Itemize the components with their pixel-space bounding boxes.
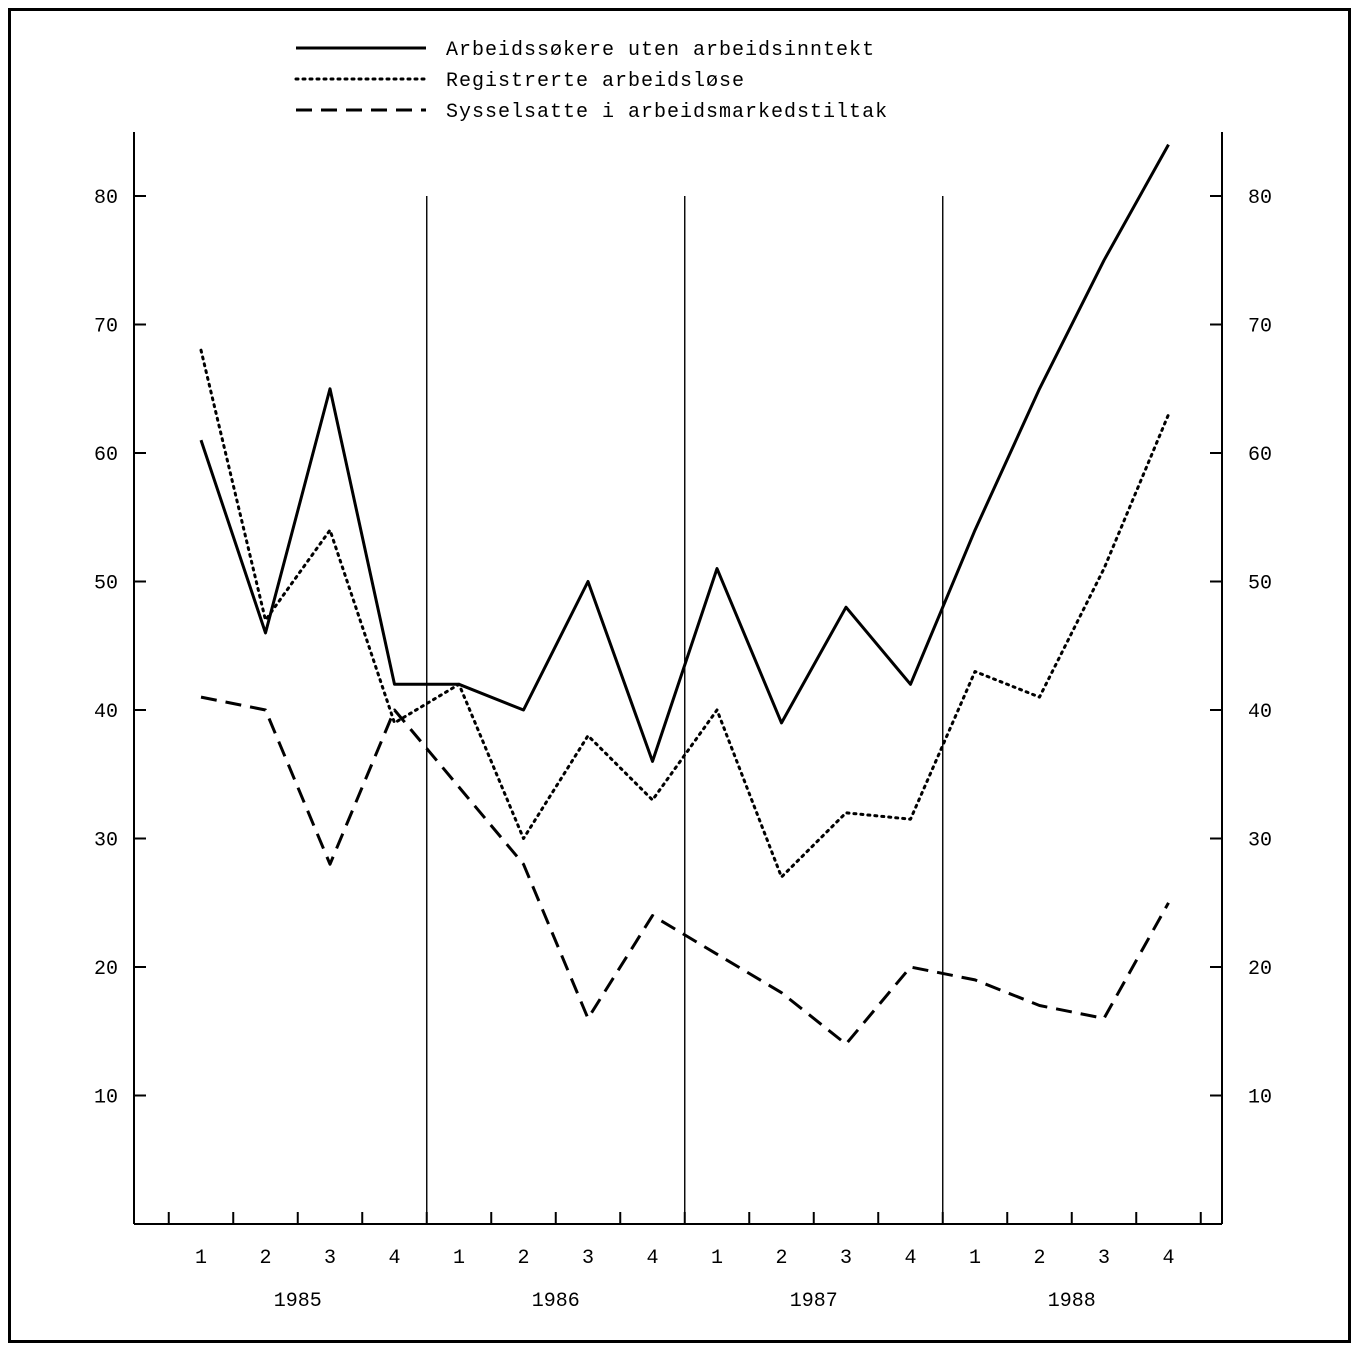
y-tick-label-left: 40 xyxy=(94,701,118,724)
y-tick-label-right: 50 xyxy=(1248,573,1272,596)
y-tick-label-right: 20 xyxy=(1248,958,1272,981)
x-tick-label: 1 xyxy=(453,1247,465,1270)
y-tick-label-left: 80 xyxy=(94,187,118,210)
y-tick-label-right: 30 xyxy=(1248,830,1272,853)
series-line-3 xyxy=(200,695,1170,1046)
x-tick-label: 2 xyxy=(517,1247,529,1270)
legend-label-3: Sysselsatte i arbeidsmarkedstiltak xyxy=(446,101,888,124)
y-tick-label-right: 80 xyxy=(1248,187,1272,210)
x-tick-label: 4 xyxy=(1162,1247,1174,1270)
x-tick-label: 1 xyxy=(711,1247,723,1270)
legend: Arbeidssøkere uten arbeidsinntekt Registr… xyxy=(294,39,888,124)
x-tick-label: 2 xyxy=(259,1247,271,1270)
x-tick-label: 2 xyxy=(1033,1247,1045,1270)
x-tick-label: 1 xyxy=(195,1247,207,1270)
y-tick-label-right: 70 xyxy=(1248,316,1272,339)
year-label: 1987 xyxy=(790,1290,838,1313)
y-tick-label-left: 70 xyxy=(94,316,118,339)
x-tick-label: 3 xyxy=(582,1247,594,1270)
y-tick-label-right: 60 xyxy=(1248,444,1272,467)
legend-label-2: Registrerte arbeidsløse xyxy=(446,70,745,93)
x-tick-label: 3 xyxy=(840,1247,852,1270)
series-layer xyxy=(199,143,1170,1046)
year-label: 1986 xyxy=(532,1290,580,1313)
x-tick-label: 1 xyxy=(969,1247,981,1270)
y-tick-label-left: 60 xyxy=(94,444,118,467)
year-dividers xyxy=(426,196,944,1224)
y-tick-label-left: 10 xyxy=(94,1087,118,1110)
year-label: 1985 xyxy=(274,1290,322,1313)
chart-frame xyxy=(8,8,1351,1343)
x-tick-label: 2 xyxy=(775,1247,787,1270)
legend-label-1: Arbeidssøkere uten arbeidsinntekt xyxy=(446,39,875,62)
y-tick-label-right: 10 xyxy=(1248,1087,1272,1110)
x-tick-label: 3 xyxy=(1098,1247,1110,1270)
series-line-1 xyxy=(199,143,1170,763)
axes: 10 10 20 20 30 30 40 40 50 50 60 60 70 70 80 80 xyxy=(94,132,1272,1225)
x-tick-label: 4 xyxy=(904,1247,916,1270)
x-tick-label: 4 xyxy=(646,1247,658,1270)
x-tick-label: 4 xyxy=(388,1247,400,1270)
y-tick-label-left: 30 xyxy=(94,830,118,853)
year-label: 1988 xyxy=(1048,1290,1096,1313)
x-tick-label: 3 xyxy=(324,1247,336,1270)
y-tick-label-left: 50 xyxy=(94,573,118,596)
x-axis-labels: 1 2 3 4 1 2 3 4 1 2 3 4 1 2 3 4 1985 1986 1987 1988 xyxy=(195,1247,1175,1313)
y-tick-label-right: 40 xyxy=(1248,701,1272,724)
series-line-2 xyxy=(199,348,1170,879)
y-tick-label-left: 20 xyxy=(94,958,118,981)
